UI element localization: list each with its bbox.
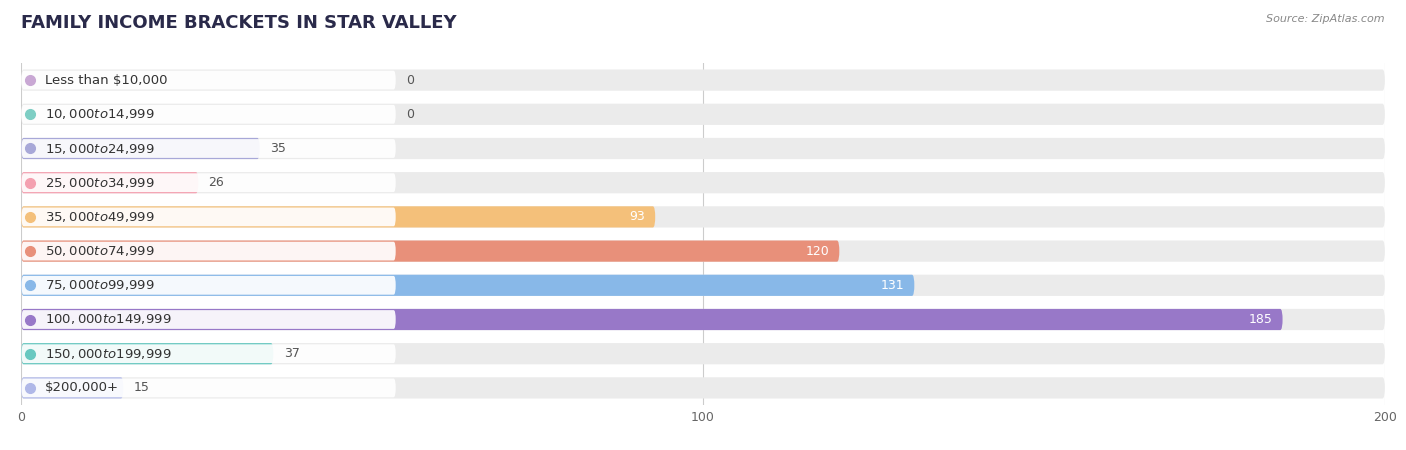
Text: $35,000 to $49,999: $35,000 to $49,999 (45, 210, 155, 224)
Text: 131: 131 (880, 279, 904, 292)
FancyBboxPatch shape (21, 378, 395, 397)
Text: 0: 0 (406, 108, 415, 121)
FancyBboxPatch shape (21, 69, 1385, 91)
FancyBboxPatch shape (21, 309, 1282, 330)
Text: 93: 93 (630, 211, 645, 223)
Text: $50,000 to $74,999: $50,000 to $74,999 (45, 244, 155, 258)
FancyBboxPatch shape (21, 377, 1385, 399)
FancyBboxPatch shape (21, 139, 395, 158)
Text: Source: ZipAtlas.com: Source: ZipAtlas.com (1267, 14, 1385, 23)
Text: $100,000 to $149,999: $100,000 to $149,999 (45, 312, 172, 327)
FancyBboxPatch shape (21, 172, 1385, 194)
FancyBboxPatch shape (21, 240, 1385, 262)
FancyBboxPatch shape (21, 274, 914, 296)
Text: Less than $10,000: Less than $10,000 (45, 74, 167, 86)
FancyBboxPatch shape (21, 172, 198, 194)
Text: $75,000 to $99,999: $75,000 to $99,999 (45, 278, 155, 293)
Text: $10,000 to $14,999: $10,000 to $14,999 (45, 107, 155, 122)
FancyBboxPatch shape (21, 343, 273, 364)
FancyBboxPatch shape (21, 274, 1385, 296)
Text: $200,000+: $200,000+ (45, 382, 118, 394)
FancyBboxPatch shape (21, 71, 395, 90)
Text: $15,000 to $24,999: $15,000 to $24,999 (45, 141, 155, 156)
FancyBboxPatch shape (21, 206, 655, 228)
FancyBboxPatch shape (21, 206, 1385, 228)
Text: 15: 15 (134, 382, 149, 394)
FancyBboxPatch shape (21, 276, 395, 295)
Text: 120: 120 (806, 245, 830, 257)
FancyBboxPatch shape (21, 104, 1385, 125)
FancyBboxPatch shape (21, 138, 260, 159)
FancyBboxPatch shape (21, 105, 395, 124)
Text: $150,000 to $199,999: $150,000 to $199,999 (45, 346, 172, 361)
Text: 37: 37 (284, 347, 299, 360)
FancyBboxPatch shape (21, 242, 395, 261)
FancyBboxPatch shape (21, 138, 1385, 159)
Text: $25,000 to $34,999: $25,000 to $34,999 (45, 176, 155, 190)
Text: FAMILY INCOME BRACKETS IN STAR VALLEY: FAMILY INCOME BRACKETS IN STAR VALLEY (21, 14, 457, 32)
FancyBboxPatch shape (21, 240, 839, 262)
FancyBboxPatch shape (21, 309, 1385, 330)
FancyBboxPatch shape (21, 344, 395, 363)
FancyBboxPatch shape (21, 173, 395, 192)
FancyBboxPatch shape (21, 310, 395, 329)
FancyBboxPatch shape (21, 377, 124, 399)
Text: 35: 35 (270, 142, 285, 155)
FancyBboxPatch shape (21, 207, 395, 226)
Text: 185: 185 (1249, 313, 1272, 326)
FancyBboxPatch shape (21, 343, 1385, 364)
Text: 0: 0 (406, 74, 415, 86)
Text: 26: 26 (208, 176, 225, 189)
